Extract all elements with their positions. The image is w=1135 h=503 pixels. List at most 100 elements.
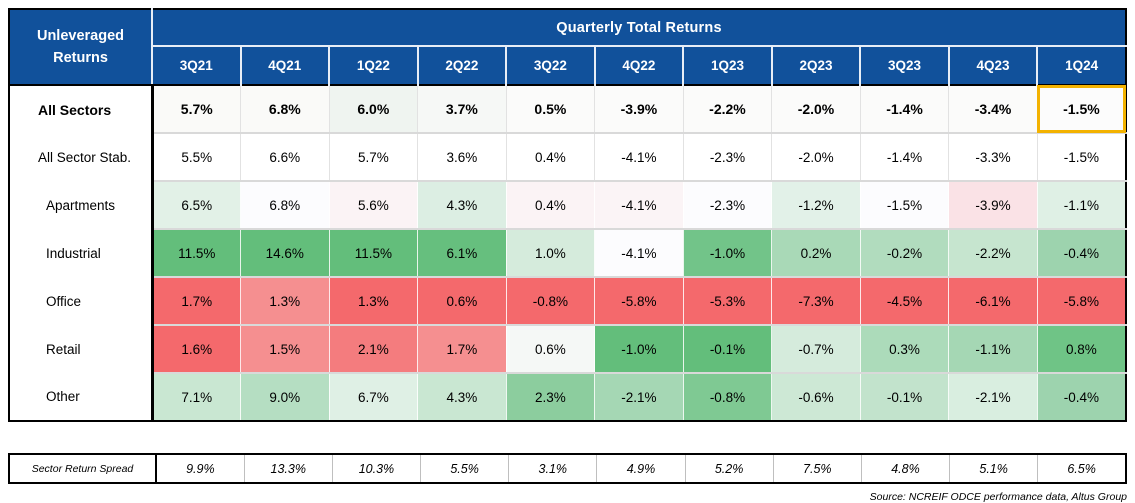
return-cell: 1.3% <box>328 276 418 325</box>
return-cell: -1.5% <box>859 180 949 229</box>
return-cell: 1.5% <box>240 324 330 373</box>
return-cell: -0.2% <box>859 228 949 277</box>
return-cell: -2.3% <box>682 180 772 229</box>
return-cell: 0.5% <box>505 85 595 133</box>
return-cell: -1.4% <box>859 85 949 133</box>
corner-header-line1: Unleveraged <box>36 27 125 44</box>
return-cell: -2.2% <box>682 85 772 133</box>
return-cell: -1.4% <box>859 132 949 181</box>
return-cell: 6.6% <box>240 132 330 181</box>
return-cell: -0.1% <box>682 324 772 373</box>
quarter-header-row: 3Q21 4Q21 1Q22 2Q22 3Q22 4Q22 1Q23 2Q23 3Q23 4Q23… <box>9 45 1126 85</box>
quarter-header: 1Q22 <box>328 45 418 85</box>
return-cell: 7.1% <box>151 372 241 421</box>
row-label: Other <box>9 373 154 421</box>
return-cell: 0.2% <box>771 228 861 277</box>
return-cell: 0.6% <box>417 276 507 325</box>
return-cell: 1.0% <box>505 228 595 277</box>
return-cell: -0.8% <box>682 372 772 421</box>
return-cell: 0.6% <box>505 324 595 373</box>
quarterly-returns-table: Unleveraged Returns Quarterly Total Retu… <box>8 8 1127 422</box>
return-cell: -1.0% <box>594 324 684 373</box>
return-cell: 4.3% <box>417 372 507 421</box>
return-cell: 1.6% <box>151 324 241 373</box>
row-label: Industrial <box>9 229 154 277</box>
return-cell: -4.1% <box>594 228 684 277</box>
return-cell: -3.4% <box>948 85 1038 133</box>
quarter-header: 1Q24 <box>1036 45 1126 85</box>
table-row: All Sectors 5.7% 6.8% 6.0% 3.7% 0.5% -3.9% -2.2… <box>9 85 1126 133</box>
return-cell: 6.1% <box>417 228 507 277</box>
table-title: Quarterly Total Returns <box>152 9 1126 46</box>
returns-table-body: All Sectors 5.7% 6.8% 6.0% 3.7% 0.5% -3.9% -2.2… <box>9 85 1126 421</box>
return-cell: 4.3% <box>417 180 507 229</box>
return-cell: -0.1% <box>859 372 949 421</box>
spread-cell: 13.3% <box>243 454 333 483</box>
row-label: Apartments <box>9 181 154 229</box>
return-cell: 9.0% <box>240 372 330 421</box>
corner-header-line2: Returns <box>53 50 108 66</box>
spread-cell: 3.1% <box>508 454 597 483</box>
return-cell: -2.1% <box>948 372 1038 421</box>
spread-row: Sector Return Spread 9.9% 13.3% 10.3% 5.5% 3… <box>9 454 1126 483</box>
table-row: Office 1.7% 1.3% 1.3% 0.6% -0.8% -5.8% -5.3% -7.… <box>9 276 1126 325</box>
spread-cell: 6.5% <box>1037 454 1126 483</box>
return-cell: 14.6% <box>240 228 330 277</box>
return-cell: 0.8% <box>1036 324 1126 373</box>
spread-cell: 5.5% <box>420 454 509 483</box>
return-cell: -2.0% <box>771 85 861 133</box>
spread-cell: 4.8% <box>860 454 950 483</box>
return-cell: 5.6% <box>328 180 418 229</box>
return-cell: -6.1% <box>948 276 1038 325</box>
row-label: All Sector Stab. <box>9 133 154 181</box>
return-cell: -0.4% <box>1036 228 1126 277</box>
quarter-header: 3Q21 <box>152 45 241 85</box>
spread-label: Sector Return Spread <box>9 454 157 483</box>
return-cell: 5.7% <box>328 132 418 181</box>
quarter-header: 2Q22 <box>416 45 507 85</box>
return-cell: 5.5% <box>151 132 241 181</box>
quarter-header: 4Q21 <box>239 45 330 85</box>
quarter-header: 4Q22 <box>593 45 684 85</box>
return-cell: -3.9% <box>594 85 684 133</box>
return-cell: -1.1% <box>1036 180 1126 229</box>
spread-cell: 5.1% <box>949 454 1038 483</box>
return-cell: -1.0% <box>682 228 772 277</box>
return-cell: 6.0% <box>328 85 418 133</box>
quarter-header: 1Q23 <box>682 45 772 85</box>
spread-cell: 4.9% <box>596 454 686 483</box>
return-cell-highlighted: -1.5% <box>1036 85 1126 133</box>
return-cell: -1.5% <box>1036 132 1126 181</box>
return-cell: 6.5% <box>151 180 241 229</box>
return-cell: 6.8% <box>240 85 330 133</box>
spread-cell: 10.3% <box>331 454 421 483</box>
return-cell: 0.3% <box>859 324 949 373</box>
return-cell: -5.8% <box>1036 276 1126 325</box>
return-cell: -7.3% <box>771 276 861 325</box>
return-cell: -5.3% <box>682 276 772 325</box>
row-label: Office <box>9 277 154 325</box>
return-cell: -3.9% <box>948 180 1038 229</box>
table-row: Apartments 6.5% 6.8% 5.6% 4.3% 0.4% -4.1% -2.3%… <box>9 180 1126 229</box>
return-cell: 2.3% <box>505 372 595 421</box>
return-cell: -0.6% <box>771 372 861 421</box>
table-row: All Sector Stab. 5.5% 6.6% 5.7% 3.6% 0.4% -4.1… <box>9 132 1126 181</box>
row-label: Retail <box>9 325 154 373</box>
return-cell: -4.5% <box>859 276 949 325</box>
return-cell: -0.7% <box>771 324 861 373</box>
return-cell: -3.3% <box>948 132 1038 181</box>
return-cell: 1.3% <box>240 276 330 325</box>
table-row: Industrial 11.5% 14.6% 11.5% 6.1% 1.0% -4.1% -1… <box>9 228 1126 277</box>
return-cell: 11.5% <box>151 228 241 277</box>
table-row: Other 7.1% 9.0% 6.7% 4.3% 2.3% -2.1% -0.8% -0.6%… <box>9 372 1126 421</box>
return-cell: 0.4% <box>505 132 595 181</box>
return-cell: -0.4% <box>1036 372 1126 421</box>
return-cell: 3.7% <box>417 85 507 133</box>
return-cell: 6.8% <box>240 180 330 229</box>
return-cell: 2.1% <box>328 324 418 373</box>
return-cell: -1.2% <box>771 180 861 229</box>
return-cell: -4.1% <box>594 132 684 181</box>
return-cell: 3.6% <box>417 132 507 181</box>
return-cell: 5.7% <box>151 85 241 133</box>
